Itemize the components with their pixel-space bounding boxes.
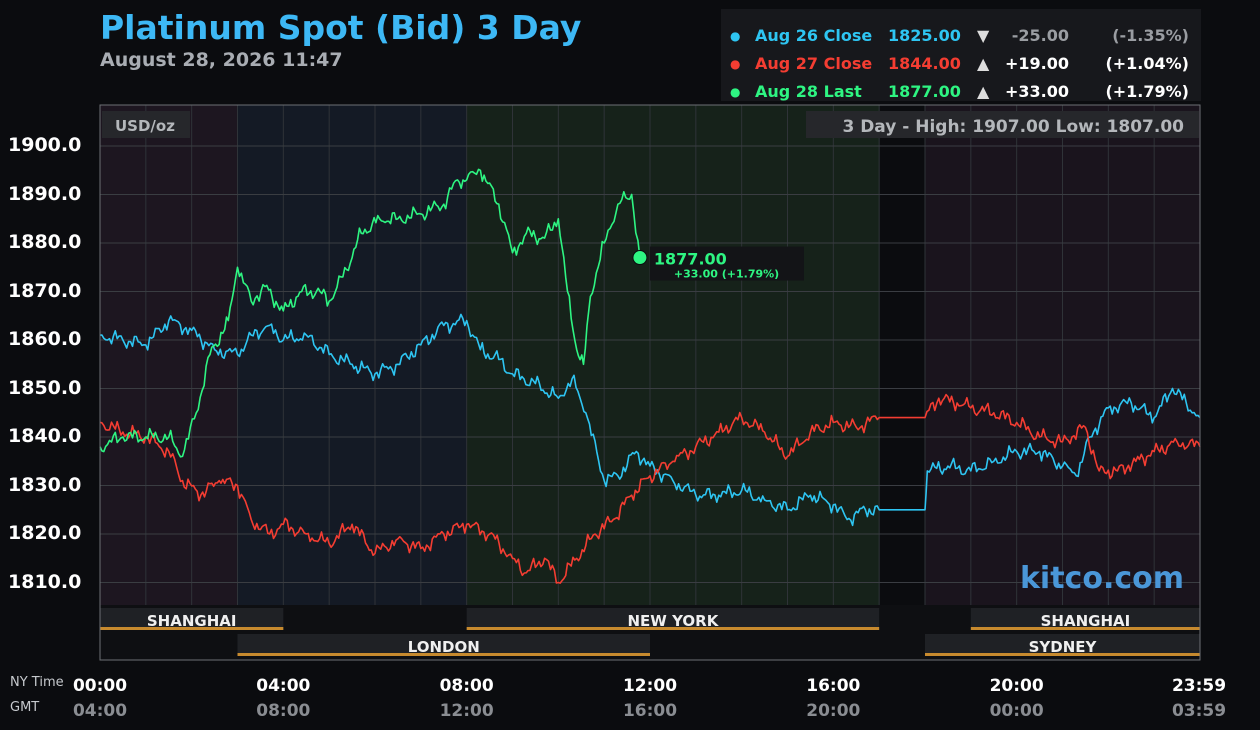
session-bg (925, 634, 1200, 656)
y-tick-label: 1810.0 (8, 570, 82, 593)
x-tick-gmt: 16:00 (622, 701, 678, 721)
arrow-down-icon: ▼ (977, 26, 990, 45)
time-band-2 (466, 105, 880, 605)
watermark: kitco.com (1020, 561, 1184, 596)
y-tick-label: 1830.0 (8, 473, 82, 496)
legend-row-aug26: ● Aug 26 Close 1825.00 ▼ -25.00 (-1.35%) (721, 26, 1201, 52)
x-tick-gmt: 00:00 (989, 701, 1044, 721)
x-tick-ny: 04:00 (256, 676, 311, 696)
arrow-up-icon: ▲ (977, 82, 990, 101)
session-bg (466, 608, 880, 630)
x-tick-gmt: 12:00 (439, 701, 494, 721)
legend-label: Aug 28 Last (755, 82, 862, 101)
tz-label-ny: NY Time (10, 675, 64, 690)
x-tick-ny: 12:00 (622, 676, 678, 696)
legend-row-aug28: ● Aug 28 Last 1877.00 ▲ +33.00 (+1.79%) (721, 82, 1201, 108)
series-line-0 (99, 313, 1201, 527)
arrow-up-icon: ▲ (977, 54, 990, 73)
legend-change: +19.00 (1004, 54, 1069, 73)
legend-label: Aug 26 Close (755, 26, 873, 45)
legend-dot-icon: ● (730, 57, 741, 71)
high-low-label: 3 Day - High: 1907.00 Low: 1807.00 (842, 117, 1184, 137)
chart-timestamp: August 28, 2026 11:47 (100, 49, 343, 71)
y-tick-label: 1880.0 (8, 231, 82, 253)
legend-change: -25.00 (1011, 26, 1069, 45)
x-tick-gmt: 04:00 (72, 701, 128, 721)
y-tick-label: 1850.0 (8, 376, 82, 399)
x-tick-ny: 20:00 (989, 676, 1044, 696)
x-tick-gmt: 08:00 (256, 701, 311, 721)
legend-dot-icon: ● (730, 85, 741, 99)
legend-box: ● Aug 26 Close 1825.00 ▼ -25.00 (-1.35%)… (721, 9, 1201, 101)
y-tick-label: 1820.0 (8, 522, 82, 544)
series-line-2 (99, 168, 641, 458)
session-bar (100, 627, 284, 630)
time-band-3 (879, 105, 925, 605)
y-tick-label: 1870.0 (8, 279, 82, 302)
current-price-dot (632, 250, 648, 266)
x-tick-ny: 16:00 (806, 676, 861, 696)
current-price-label: 1877.00 (654, 250, 727, 269)
current-price-box (649, 246, 804, 281)
legend-dot-icon: ● (730, 29, 741, 43)
y-tick-label: 1860.0 (8, 328, 82, 350)
legend-percent: (+1.79%) (1105, 82, 1189, 101)
legend-label: Aug 27 Close (755, 54, 873, 73)
session-label: SYDNEY (1029, 638, 1098, 656)
session-label: SHANGHAI (147, 612, 237, 630)
legend-percent: (+1.04%) (1105, 54, 1189, 73)
y-tick-label: 1900.0 (8, 134, 82, 156)
session-bar (970, 627, 1200, 630)
session-label: NEW YORK (628, 612, 720, 630)
x-tick-gmt: 20:00 (806, 701, 861, 721)
session-label: SHANGHAI (1041, 612, 1131, 630)
time-band-0 (100, 105, 238, 605)
session-bg (970, 608, 1200, 630)
x-tick-ny: 08:00 (439, 676, 494, 696)
y-tick-label: 1840.0 (8, 425, 82, 447)
x-tick-ny: 00:00 (72, 676, 128, 696)
legend-price: 1844.00 (888, 54, 961, 73)
chart-title: Platinum Spot (Bid) 3 Day (100, 8, 582, 47)
legend-row-aug27: ● Aug 27 Close 1844.00 ▲ +19.00 (+1.04%) (721, 54, 1201, 80)
legend-price: 1825.00 (888, 26, 961, 45)
legend-price: 1877.00 (888, 82, 961, 101)
x-tick-gmt: 03:59 (1171, 701, 1227, 721)
y-tick-label: 1890.0 (8, 182, 82, 205)
series-line-1 (99, 393, 1201, 584)
legend-percent: (-1.35%) (1112, 26, 1189, 45)
session-bar (237, 653, 650, 656)
session-bg (237, 634, 650, 656)
x-tick-ny: 23:59 (1171, 676, 1227, 696)
tz-label-gmt: GMT (10, 700, 40, 715)
unit-label: USD/oz (115, 117, 175, 135)
legend-change: +33.00 (1004, 82, 1069, 101)
session-bg (100, 608, 284, 630)
session-label: LONDON (408, 638, 480, 656)
session-bar (466, 627, 880, 630)
time-band-1 (237, 105, 467, 605)
current-change-label: +33.00 (+1.79%) (674, 268, 779, 281)
session-bar (925, 653, 1200, 656)
